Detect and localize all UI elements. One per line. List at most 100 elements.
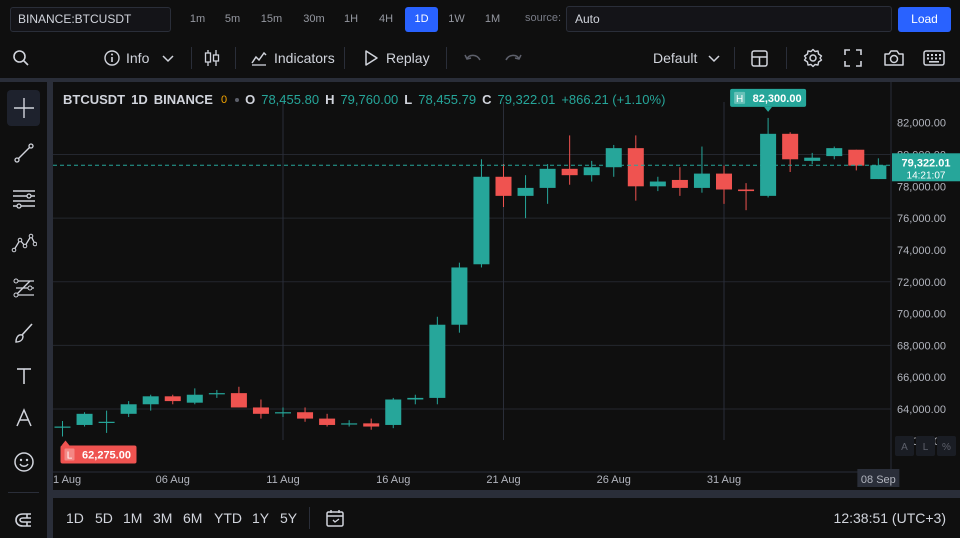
range-5D[interactable]: 5D (95, 510, 113, 526)
candle-body (98, 421, 115, 423)
timeframe-1M[interactable]: 1M (484, 13, 501, 25)
toolbar-separator (344, 47, 345, 69)
candle-body (230, 393, 247, 408)
range-YTD[interactable]: YTD (214, 510, 242, 526)
candle-body (693, 173, 710, 188)
candle-body (671, 179, 688, 188)
timeframe-5m[interactable]: 5m (224, 13, 241, 25)
chart-type-button[interactable] (202, 38, 222, 78)
candle-body (363, 423, 380, 427)
timeframe-1H[interactable]: 1H (343, 13, 359, 25)
y-tick-label: 68,000.00 (897, 340, 946, 352)
magnet-tool[interactable] (7, 502, 40, 538)
x-tick-label: 11 Aug (266, 474, 299, 486)
undo-icon (464, 54, 481, 61)
y-tick-label: 72,000.00 (897, 277, 946, 289)
timeframe-1W[interactable]: 1W (448, 13, 465, 25)
chevron-down-icon (162, 55, 174, 63)
replay-button[interactable]: Replay (362, 38, 430, 78)
pattern-tool[interactable] (7, 225, 40, 261)
fib-tool[interactable] (7, 180, 40, 216)
search-button[interactable] (12, 38, 30, 78)
text-tool[interactable] (7, 358, 40, 394)
candle-body (275, 412, 291, 414)
symbol-input[interactable]: BINANCE:BTCUSDT (10, 7, 171, 32)
candle-body (186, 394, 203, 403)
timeframe-15m[interactable]: 15m (260, 13, 283, 25)
redo-button[interactable] (503, 38, 523, 78)
screenshot-button[interactable] (883, 38, 905, 78)
low-marker-price: 62,275.00 (82, 449, 131, 461)
high-marker-price: 82,300.00 (753, 93, 802, 105)
candle-body (539, 168, 556, 188)
indicators-icon (251, 51, 267, 66)
info-icon (104, 50, 120, 66)
go-to-date-button[interactable] (325, 498, 345, 538)
low-marker-letter: L (67, 450, 73, 461)
scale-mode-button[interactable] (937, 436, 956, 456)
magnet-icon (14, 513, 31, 527)
keyboard-button[interactable] (923, 38, 945, 78)
fullscreen-button[interactable] (844, 38, 862, 78)
scale-mode-button[interactable] (895, 436, 914, 456)
chart-pane[interactable]: 82,000.0080,000.0078,000.0076,000.0074,0… (53, 82, 960, 490)
timeframe-30m[interactable]: 30m (303, 13, 325, 25)
candle-body (782, 133, 799, 160)
candle-body (429, 324, 446, 398)
undo-button[interactable] (463, 38, 483, 78)
info-button[interactable]: Info (104, 38, 175, 78)
range-1D[interactable]: 1D (66, 510, 84, 526)
emoji-tool[interactable] (7, 444, 40, 480)
candle-body (605, 148, 622, 168)
candle-body (164, 396, 181, 402)
replay-label: Replay (386, 50, 430, 66)
last-price-tag (892, 153, 960, 182)
low-marker-badge (64, 448, 75, 461)
crosshair-icon (13, 98, 34, 118)
layout-select[interactable]: Default (653, 38, 721, 78)
status-dot-icon (235, 97, 240, 102)
load-button[interactable]: Load (898, 7, 951, 32)
timeframe-1D[interactable]: 1D (405, 7, 438, 32)
clock[interactable]: 12:38:51 (UTC+3) (833, 510, 946, 526)
trendline-tool[interactable] (7, 135, 40, 171)
current-date-marker (857, 469, 900, 487)
range-1M[interactable]: 1M (123, 510, 143, 526)
timeframe-4H[interactable]: 4H (378, 13, 394, 25)
chart-legend: BTCUSDT 1D BINANCE 0 O 78,455.80 H 79,76… (63, 92, 665, 107)
calendar-icon (326, 510, 344, 527)
y-tick-label: 66,000.00 (897, 372, 946, 384)
scale-mode-label: L (923, 442, 929, 453)
source-input[interactable]: Auto (566, 6, 892, 32)
candle-body (473, 176, 490, 265)
candle-body (738, 189, 755, 192)
bottom-divider (53, 490, 960, 498)
legend-exchange: BINANCE (153, 92, 213, 107)
legend-close: 79,322.01 (497, 92, 556, 107)
forecast-tool[interactable] (7, 270, 40, 306)
timeframe-1m[interactable]: 1m (189, 13, 206, 25)
range-3M[interactable]: 3M (153, 510, 173, 526)
candlestick-chart[interactable]: 82,000.0080,000.0078,000.0076,000.0074,0… (53, 82, 960, 490)
info-label: Info (126, 50, 150, 66)
price-scale (891, 82, 960, 490)
candle-body (517, 187, 534, 196)
redo-icon (505, 54, 522, 61)
high-marker-pointer (764, 106, 773, 112)
scale-mode-button[interactable] (916, 436, 935, 456)
legend-symbol: BTCUSDT (63, 92, 126, 107)
crosshair-tool[interactable] (7, 90, 40, 126)
brush-tool[interactable] (7, 315, 40, 351)
x-tick-label: 06 Aug (156, 474, 190, 486)
range-1Y[interactable]: 1Y (252, 510, 270, 526)
candle-body (870, 165, 887, 180)
range-5Y[interactable]: 5Y (280, 510, 298, 526)
settings-button[interactable] (803, 38, 823, 78)
annotation-tool[interactable] (7, 400, 40, 436)
y-tick-label: 78,000.00 (897, 181, 946, 193)
indicators-button[interactable]: Indicators (250, 38, 335, 78)
range-6M[interactable]: 6M (183, 510, 203, 526)
layout-button[interactable] (750, 38, 769, 78)
candle-body (583, 167, 600, 176)
candle-body (341, 423, 358, 425)
